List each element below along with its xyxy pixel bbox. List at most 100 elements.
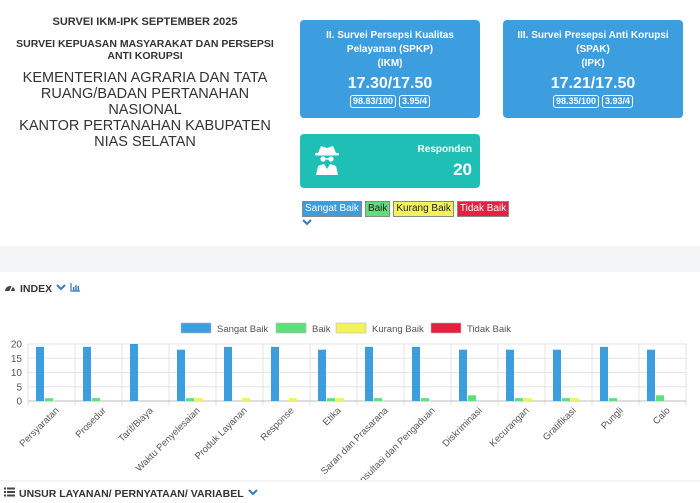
spak-score-4-badge: 3.93/4 [602, 95, 634, 108]
legend-kurang-baik: Kurang Baik [393, 201, 454, 217]
spy-icon [314, 144, 340, 181]
bar [177, 349, 185, 401]
spkp-score: 17.30/17.50 [347, 75, 433, 92]
index-bar-chart: Sangat Baik Baik Kurang Baik Tidak Baik 0 5 10… [11, 322, 687, 480]
responden-label: Responden [417, 144, 472, 155]
responden-card[interactable]: Responden 20 [300, 134, 480, 188]
x-tick-label: Diskriminasi [441, 405, 485, 449]
survey-subtitle-line: SURVEI KEPUASAN MASYARAKAT DAN PERSEPSI [16, 38, 274, 50]
bar-chart-icon[interactable] [70, 282, 81, 295]
spkp-title-line: II. Survei Persepsi Kualitas [326, 30, 454, 41]
bar [242, 398, 250, 401]
spak-score: 17.21/17.50 [550, 75, 636, 92]
index-title: INDEX [20, 282, 53, 295]
x-tick-label: Tarif/Biaya [116, 405, 156, 445]
bar [506, 349, 514, 401]
bar [421, 398, 429, 401]
y-tick-label: 0 [16, 397, 22, 408]
bar [195, 398, 203, 401]
legend-label: Baik [312, 324, 331, 335]
legend-swatch [430, 322, 462, 334]
x-tick-label: Konsultasi dan Pengaduan [350, 405, 438, 480]
survey-subtitle-line: ANTI KORUPSI [107, 50, 183, 62]
bar [365, 346, 373, 401]
bar [45, 398, 53, 401]
bar [271, 346, 279, 401]
legend-swatch [275, 322, 307, 334]
index-header[interactable]: INDEX [4, 282, 81, 295]
spak-score-100-badge: 98.35/100 [552, 95, 599, 108]
spkp-card[interactable]: II. Survei Persepsi Kualitas Pelayanan (… [300, 20, 480, 118]
legend-label: Sangat Baik [217, 324, 268, 335]
legend-swatch [335, 322, 367, 334]
bar [571, 398, 579, 401]
survey-subtitle: SURVEI KEPUASAN MASYARAKAT DAN PERSEPSI … [0, 38, 290, 62]
spkp-score-4-badge: 3.95/4 [399, 95, 431, 108]
legend-label: Tidak Baik [467, 324, 511, 335]
y-tick-label: 5 [16, 382, 22, 393]
bar [224, 346, 232, 401]
spkp-title-line: (IKM) [377, 58, 403, 69]
spkp-title-line: Pelayanan (SPKP) [346, 44, 434, 55]
legend-swatch [180, 322, 212, 334]
bar [459, 349, 467, 401]
legend-label: Kurang Baik [372, 324, 424, 335]
x-tick-label: Prosedur [74, 405, 109, 440]
x-tick-label: Gratifikasi [541, 405, 579, 443]
office-name-line: NASIONAL [108, 102, 182, 118]
spak-title-line: (IPK) [581, 58, 605, 69]
y-tick-label: 15 [11, 354, 23, 365]
spak-title-line: III. Survei Presepsi Anti Korupsi [517, 30, 669, 41]
bar [374, 398, 382, 401]
chevron-down-icon[interactable] [247, 488, 258, 499]
legend-baik: Baik [364, 201, 391, 217]
bar [318, 349, 326, 401]
list-icon [4, 487, 15, 500]
bar [600, 346, 608, 401]
office-name-line: KEMENTERIAN AGRARIA DAN TATA [22, 70, 268, 86]
chevron-down-icon[interactable] [302, 218, 312, 229]
x-tick-label: Response [259, 405, 297, 443]
legend-sangat-baik: Sangat Baik [302, 201, 362, 217]
bar [647, 349, 655, 401]
chevron-down-icon[interactable] [56, 283, 66, 294]
spak-title: III. Survei Presepsi Anti Korupsi (SPAK)… [503, 20, 683, 71]
office-name-line: NIAS SELATAN [94, 134, 196, 150]
spkp-title: II. Survei Persepsi Kualitas Pelayanan (… [300, 20, 480, 71]
bar [468, 395, 476, 401]
x-tick-label: Persyaratan [18, 405, 62, 449]
bar [36, 346, 44, 401]
y-tick-label: 20 [11, 340, 23, 351]
y-tick-label: 10 [11, 368, 23, 379]
bar [656, 395, 664, 401]
bar [609, 398, 617, 401]
spkp-score-100-badge: 98.83/100 [349, 95, 396, 108]
bar [412, 346, 420, 401]
bar [336, 398, 344, 401]
unsur-title: UNSUR LAYANAN/ PERNYATAAN/ VARIABEL [19, 487, 244, 500]
survey-title: SURVEI IKM-IPK SEPTEMBER 2025 [52, 16, 238, 28]
bar [289, 398, 297, 401]
bar [186, 398, 194, 401]
spak-card[interactable]: III. Survei Presepsi Anti Korupsi (SPAK)… [503, 20, 683, 118]
survey-header: SURVEI IKM-IPK SEPTEMBER 2025 SURVEI KEP… [0, 14, 290, 150]
bar [562, 398, 570, 401]
x-tick-label: Pungli [599, 405, 625, 431]
index-section: INDEX Sangat Baik Baik Kurang Baik Tidak Ba… [0, 272, 700, 480]
office-name-line: RUANG/BADAN PERTANAHAN [40, 86, 250, 102]
x-tick-label: Kecurangan [488, 405, 532, 449]
summary-panel: SURVEI IKM-IPK SEPTEMBER 2025 SURVEI KEP… [0, 0, 700, 246]
bar [83, 346, 91, 401]
legend-tidak-baik: Tidak Baik [456, 201, 510, 217]
rating-legend: Sangat Baik Baik Kurang Baik Tidak Baik [302, 201, 510, 217]
bar [130, 344, 138, 401]
unsur-section: UNSUR LAYANAN/ PERNYATAAN/ VARIABEL [0, 482, 700, 503]
responden-count: 20 [453, 160, 472, 179]
office-name: KEMENTERIAN AGRARIA DAN TATA RUANG/BADAN… [0, 70, 290, 150]
office-name-line: KANTOR PERTANAHAN KABUPATEN [19, 118, 271, 134]
bar [515, 398, 523, 401]
spak-title-line: (SPAK) [576, 44, 610, 55]
x-tick-label: Calo [651, 405, 673, 427]
unsur-header[interactable]: UNSUR LAYANAN/ PERNYATAAN/ VARIABEL [4, 487, 258, 500]
bar [524, 398, 532, 401]
